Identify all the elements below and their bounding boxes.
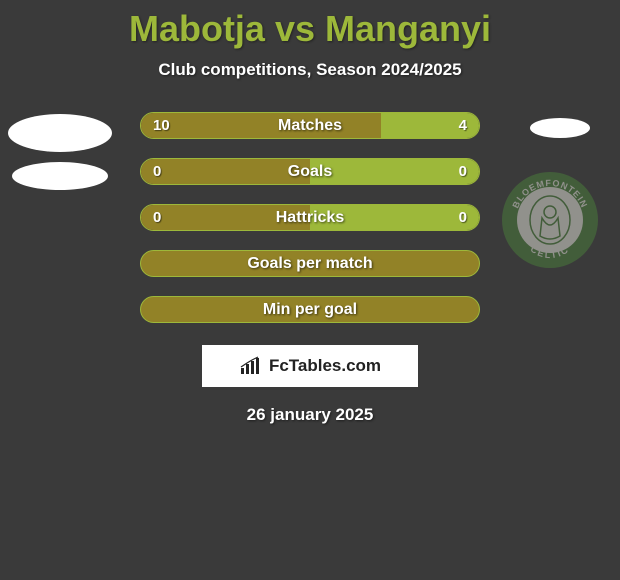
stat-bar-hattricks: 0 0 Hattricks: [140, 204, 480, 231]
right-team-badge: BLOEMFONTEIN CELTIC: [500, 170, 600, 275]
watermark-text: FcTables.com: [269, 356, 381, 376]
right-value: 4: [459, 117, 467, 134]
bar-right-segment: 4: [381, 113, 479, 138]
date-label: 26 january 2025: [247, 405, 374, 425]
stat-bar-goals: 0 0 Goals: [140, 158, 480, 185]
bar-right-segment: 0: [310, 159, 479, 184]
left-value: 0: [153, 209, 161, 226]
page-title: Mabotja vs Manganyi: [129, 8, 491, 50]
bar-chart-icon: [239, 356, 265, 376]
stat-bar-goals-per-match: Goals per match: [140, 250, 480, 277]
ellipse-shape: [530, 118, 590, 138]
stat-bar-min-per-goal: Min per goal: [140, 296, 480, 323]
club-crest-icon: BLOEMFONTEIN CELTIC: [500, 170, 600, 270]
bar-right-segment: 0: [310, 205, 479, 230]
bar-label: Min per goal: [263, 301, 357, 319]
bar-left-segment: 10: [141, 113, 381, 138]
left-team-badge: [8, 114, 112, 204]
right-value: 0: [459, 209, 467, 226]
right-value: 0: [459, 163, 467, 180]
bar-label: Goals per match: [247, 255, 372, 273]
stats-infographic: Mabotja vs Manganyi Club competitions, S…: [0, 0, 620, 425]
bar-left-segment: 0: [141, 159, 310, 184]
ellipse-shape: [8, 114, 112, 152]
comparison-bars: 10 4 Matches 0 0 Goals 0 0 Hattricks: [140, 112, 480, 323]
ellipse-shape: [12, 162, 108, 190]
left-value: 0: [153, 163, 161, 180]
right-ellipse: [530, 118, 590, 138]
fctables-watermark: FcTables.com: [202, 345, 418, 387]
stat-bar-matches: 10 4 Matches: [140, 112, 480, 139]
left-value: 10: [153, 117, 170, 134]
subtitle: Club competitions, Season 2024/2025: [158, 60, 461, 80]
bar-left-segment: 0: [141, 205, 310, 230]
